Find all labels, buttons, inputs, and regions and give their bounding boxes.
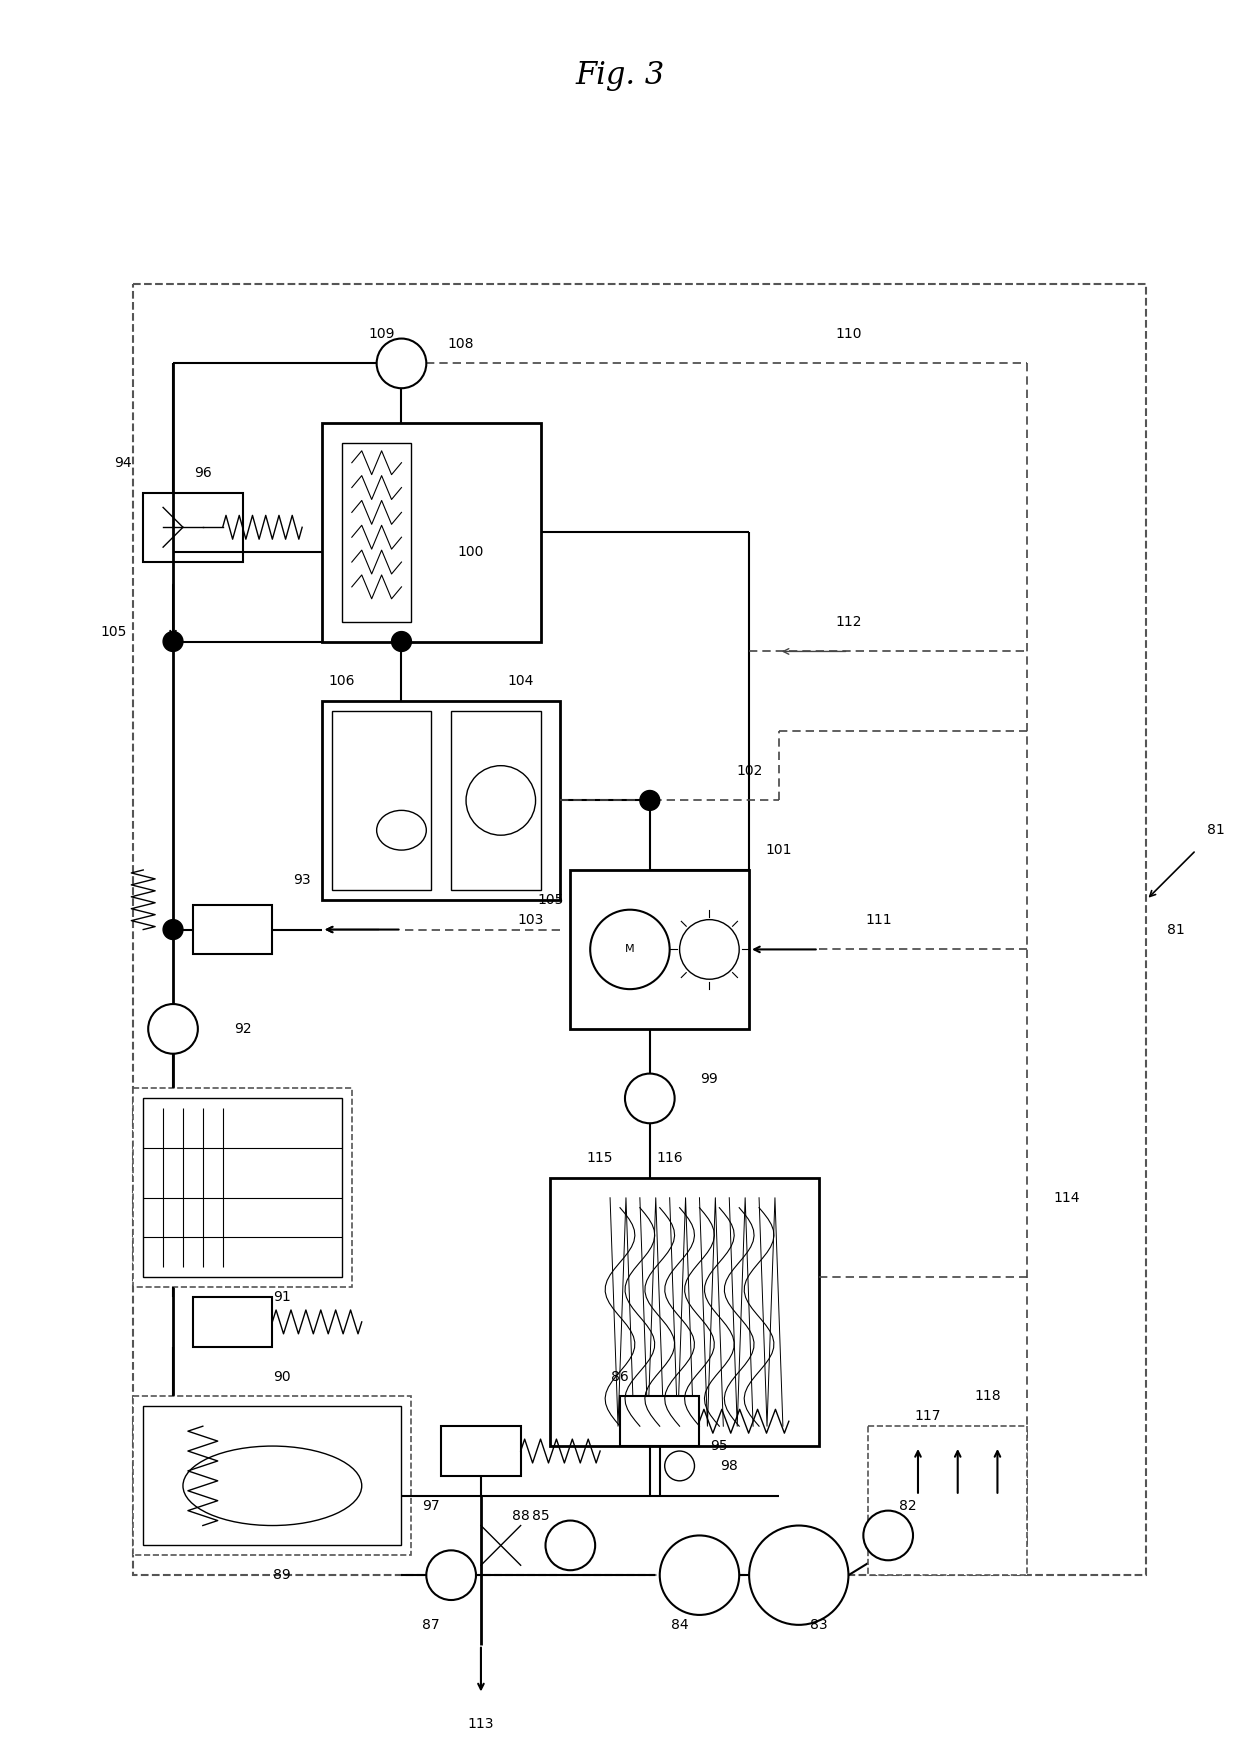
Text: 111: 111 — [866, 913, 892, 927]
Circle shape — [680, 920, 739, 979]
Circle shape — [392, 631, 412, 652]
Bar — [193, 904, 273, 955]
Text: 109: 109 — [368, 327, 394, 341]
Text: 88: 88 — [512, 1509, 529, 1523]
Bar — [332, 711, 432, 890]
Text: Fig. 3: Fig. 3 — [575, 59, 665, 90]
Bar — [441, 1426, 521, 1476]
Text: 97: 97 — [423, 1499, 440, 1513]
Text: 99: 99 — [701, 1071, 718, 1085]
Bar — [144, 1099, 342, 1276]
Bar — [133, 1396, 412, 1555]
Text: 98: 98 — [720, 1459, 738, 1473]
Text: 114: 114 — [1054, 1191, 1080, 1205]
Circle shape — [377, 339, 427, 388]
Circle shape — [149, 1003, 198, 1054]
Text: 82: 82 — [899, 1499, 916, 1513]
Text: 105: 105 — [537, 892, 564, 906]
Text: 112: 112 — [836, 614, 862, 628]
Circle shape — [466, 765, 536, 835]
Text: 90: 90 — [274, 1370, 291, 1384]
Bar — [144, 492, 243, 562]
Text: 100: 100 — [458, 544, 484, 560]
Circle shape — [164, 631, 184, 652]
Circle shape — [660, 1536, 739, 1616]
Bar — [868, 1426, 1027, 1576]
Text: 104: 104 — [507, 675, 534, 689]
Text: 91: 91 — [273, 1290, 291, 1304]
Text: 101: 101 — [765, 843, 792, 857]
Text: 115: 115 — [587, 1151, 614, 1165]
Text: 105: 105 — [100, 624, 126, 638]
Circle shape — [625, 1073, 675, 1123]
Circle shape — [640, 791, 660, 810]
Text: 116: 116 — [656, 1151, 683, 1165]
Circle shape — [590, 909, 670, 989]
Text: 93: 93 — [294, 873, 311, 887]
Text: 110: 110 — [836, 327, 862, 341]
Text: 106: 106 — [329, 675, 355, 689]
Text: 85: 85 — [532, 1509, 549, 1523]
Bar — [342, 443, 412, 621]
Text: 102: 102 — [735, 763, 763, 777]
Circle shape — [749, 1525, 848, 1624]
Text: 113: 113 — [467, 1716, 495, 1732]
Bar — [551, 1177, 818, 1447]
Text: 81: 81 — [1167, 923, 1185, 937]
Ellipse shape — [184, 1447, 362, 1525]
Text: 103: 103 — [517, 913, 544, 927]
Bar — [570, 870, 749, 1029]
Bar — [322, 423, 541, 642]
Text: 87: 87 — [423, 1617, 440, 1631]
Bar — [144, 1407, 402, 1546]
Circle shape — [665, 1450, 694, 1482]
Text: 94: 94 — [114, 456, 133, 470]
Circle shape — [863, 1511, 913, 1560]
Text: 117: 117 — [915, 1409, 941, 1423]
Circle shape — [164, 920, 184, 939]
Ellipse shape — [377, 810, 427, 850]
Text: 89: 89 — [273, 1569, 291, 1582]
Text: 108: 108 — [448, 337, 475, 351]
Text: 118: 118 — [975, 1389, 1001, 1403]
Text: M: M — [625, 944, 635, 955]
Bar — [620, 1396, 699, 1447]
Bar — [193, 1297, 273, 1346]
Text: 83: 83 — [810, 1617, 827, 1631]
Text: 86: 86 — [611, 1370, 629, 1384]
Bar — [133, 283, 1147, 1576]
Text: 92: 92 — [234, 1023, 252, 1036]
Circle shape — [546, 1520, 595, 1570]
Bar — [322, 701, 560, 899]
Text: 84: 84 — [671, 1617, 688, 1631]
Bar — [451, 711, 541, 890]
Text: 81: 81 — [1207, 823, 1225, 836]
Text: 95: 95 — [711, 1440, 728, 1454]
Circle shape — [427, 1551, 476, 1600]
Bar — [133, 1089, 352, 1287]
Text: 96: 96 — [193, 466, 212, 480]
